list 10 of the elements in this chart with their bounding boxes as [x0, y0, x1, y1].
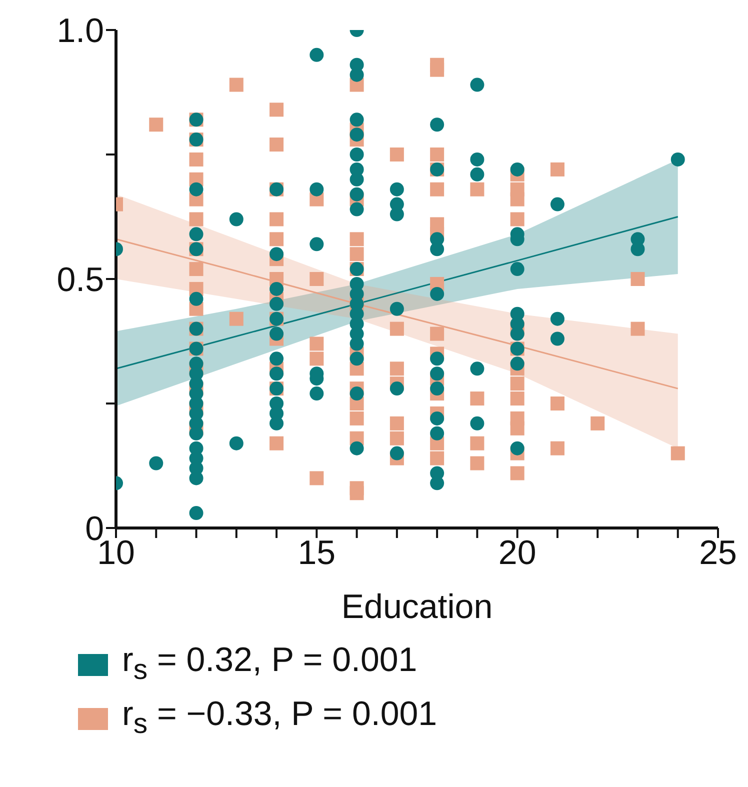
y-tick-label: 0.5: [56, 261, 104, 300]
x-tick-label: 15: [298, 534, 336, 572]
legend-label: r$_{s}$ = 0.32, P = 0.001: [122, 640, 418, 688]
line-series: [116, 238, 679, 390]
x-axis-title: Education: [341, 588, 493, 626]
legend-label: r$_{s}$ = −0.33, P = 0.001: [122, 694, 438, 742]
line-series: [116, 216, 679, 370]
x-tick-label: 25: [699, 534, 737, 572]
x-tick-label: 20: [498, 534, 536, 572]
y-tick-label: 1.0: [56, 12, 104, 50]
